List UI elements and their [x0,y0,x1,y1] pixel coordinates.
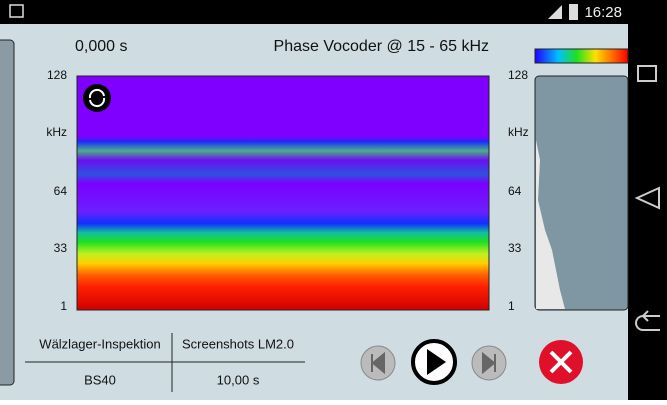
axis-unit: kHz [508,125,529,139]
axis-unit: kHz [46,125,67,139]
axis-tick-label: 128 [508,68,528,82]
status-bar [0,0,667,24]
close-icon [549,350,573,374]
axis-tick-label: 1 [60,299,67,313]
play-icon [427,349,446,375]
spectrogram [76,75,490,311]
color-scale [534,48,629,64]
axis-tick-label: 64 [508,184,522,198]
recents-button[interactable] [637,65,657,82]
title: Phase Vocoder @ 15 - 65 kHz [274,38,489,55]
signal-icon [548,5,562,19]
home-button[interactable] [634,186,660,210]
axis-tick-label: 33 [54,241,68,255]
rotate-icon [88,88,106,108]
table-cell: Wälzlager-Inspektion [39,336,160,351]
clock: 16:28 [584,4,622,21]
axis-tick-label: 128 [47,68,67,82]
rewind-icon [371,351,385,375]
table-cell: Screenshots LM2.0 [182,336,294,351]
side-panel[interactable] [0,39,15,386]
nav-bar [628,24,667,400]
position-label: 0,000 s [75,38,127,55]
back-button[interactable] [635,310,660,331]
forward-icon [482,351,496,375]
rotate-button[interactable] [83,84,111,112]
battery-icon [569,4,578,20]
axis-tick-label: 33 [508,241,522,255]
profile-panel [534,75,629,311]
table-cell: 10,00 s [217,372,260,387]
profile-curve [536,140,565,309]
axis-tick-label: 1 [508,299,515,313]
table-cell: BS40 [84,372,116,387]
axis-tick-label: 64 [54,184,68,198]
notification-icon [9,4,24,18]
